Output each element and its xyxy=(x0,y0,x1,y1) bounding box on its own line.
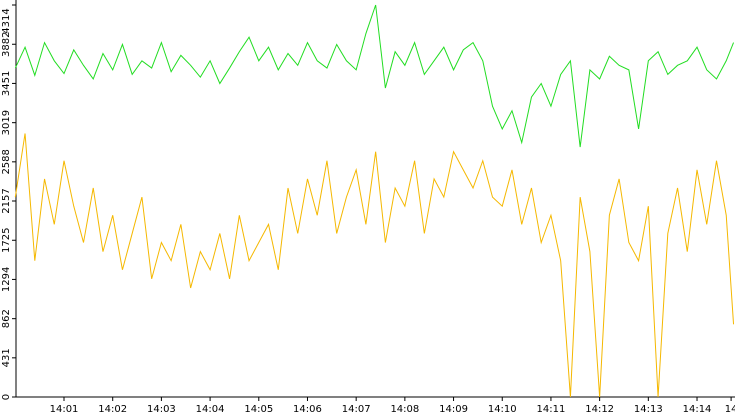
x-tick-label: 14:07 xyxy=(342,404,371,415)
y-tick-label: 1725 xyxy=(1,228,12,253)
x-tick-label: 14:09 xyxy=(439,404,468,415)
y-tick-label: 3019 xyxy=(1,110,12,135)
x-tick-label: 14:05 xyxy=(244,404,273,415)
x-tick-label: 14 xyxy=(725,404,735,415)
line-series xyxy=(14,133,735,398)
y-tick-label: 3451 xyxy=(1,71,12,96)
line-series xyxy=(14,4,735,148)
y-tick-label: 1294 xyxy=(1,267,12,292)
y-tick-label: 2157 xyxy=(1,188,12,213)
x-tick-label: 14:03 xyxy=(147,404,176,415)
x-tick-label: 14:10 xyxy=(488,404,517,415)
x-tick-label: 14:01 xyxy=(50,404,79,415)
y-tick-label: 862 xyxy=(1,309,12,328)
x-tick-label: 14:06 xyxy=(293,404,322,415)
y-tick-label: 3882 xyxy=(1,32,12,57)
y-tick-label: 431 xyxy=(1,348,12,367)
y-tick-label: 0 xyxy=(1,394,12,400)
x-tick-label: 14:11 xyxy=(537,404,566,415)
y-tick-label: 4314 xyxy=(1,8,12,33)
x-tick-label: 14:14 xyxy=(683,404,712,415)
x-tick-label: 14:04 xyxy=(196,404,225,415)
x-tick-label: 14:02 xyxy=(98,404,127,415)
x-tick-label: 14:13 xyxy=(634,404,663,415)
x-tick-label: 14:08 xyxy=(390,404,419,415)
x-tick-label: 14:12 xyxy=(585,404,614,415)
y-tick-label: 2588 xyxy=(1,149,12,174)
